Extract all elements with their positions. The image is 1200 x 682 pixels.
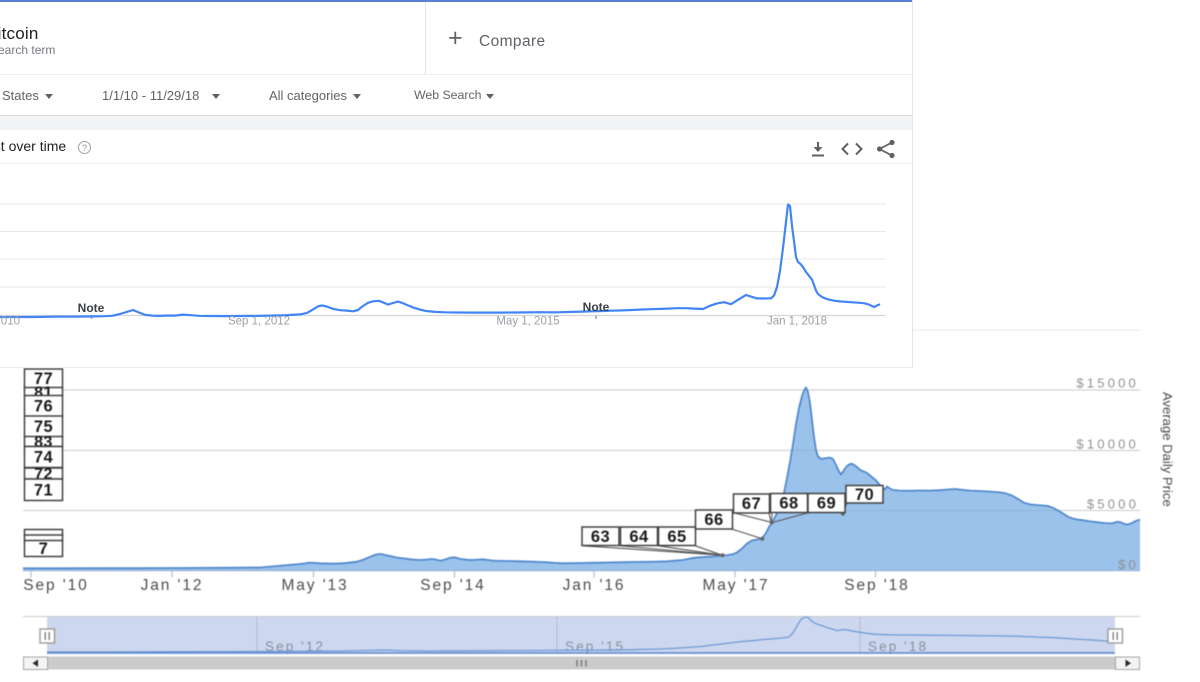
svg-text:Jan '12: Jan '12 <box>141 577 204 594</box>
svg-text:May '17: May '17 <box>702 577 769 594</box>
svg-text:76: 76 <box>34 398 53 416</box>
svg-text:68: 68 <box>779 495 798 513</box>
svg-text:71: 71 <box>34 481 53 499</box>
svg-text:$5000: $5000 <box>1087 497 1139 512</box>
svg-text:74: 74 <box>34 449 54 467</box>
svg-text:70: 70 <box>855 486 874 504</box>
svg-text:Note: Note <box>78 301 105 315</box>
svg-text:$0: $0 <box>1118 557 1139 572</box>
svg-text:66: 66 <box>704 511 723 529</box>
svg-text:Average Daily Price: Average Daily Price <box>1160 392 1175 507</box>
svg-text:Jan '16: Jan '16 <box>563 577 626 594</box>
svg-text:67: 67 <box>742 495 761 513</box>
svg-text:Sep '15: Sep '15 <box>565 639 625 654</box>
svg-text:Note: Note <box>583 300 610 314</box>
svg-text:Sep '12: Sep '12 <box>265 639 325 654</box>
svg-text:Jan 1, 2010: Jan 1, 2010 <box>0 316 20 328</box>
svg-text:Jan 1, 2018: Jan 1, 2018 <box>767 316 827 328</box>
svg-text:77: 77 <box>34 370 53 388</box>
svg-text:75: 75 <box>34 418 53 436</box>
svg-text:May 1, 2015: May 1, 2015 <box>496 316 559 328</box>
svg-text:Sep '18: Sep '18 <box>868 639 928 654</box>
svg-text:$10000: $10000 <box>1076 437 1139 452</box>
svg-text:69: 69 <box>817 495 836 513</box>
svg-text:$15000: $15000 <box>1076 376 1139 391</box>
svg-text:64: 64 <box>629 528 649 546</box>
svg-text:Sep '10: Sep '10 <box>23 577 88 594</box>
svg-text:7: 7 <box>39 540 49 558</box>
svg-text:65: 65 <box>667 528 686 546</box>
svg-text:May '13: May '13 <box>281 577 348 594</box>
svg-text:Sep 1, 2012: Sep 1, 2012 <box>228 316 290 328</box>
svg-text:Sep '14: Sep '14 <box>420 577 485 594</box>
svg-text:63: 63 <box>591 528 610 546</box>
svg-text:Sep '18: Sep '18 <box>844 577 909 594</box>
